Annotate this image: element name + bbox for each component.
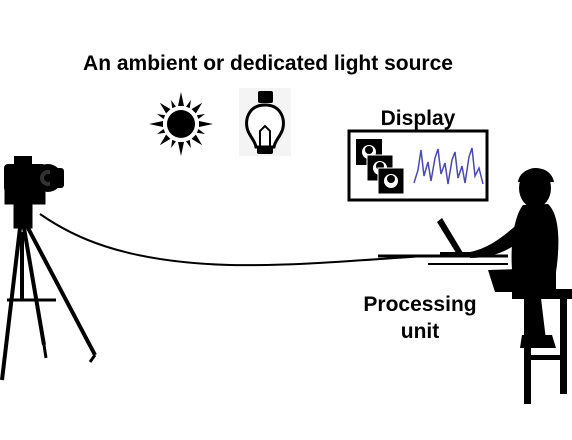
processing-unit-label-line1: Processing	[363, 293, 476, 316]
camera-icon	[4, 156, 64, 192]
display-monitor	[347, 129, 489, 202]
desk	[378, 254, 508, 265]
waveform-signal	[413, 147, 484, 185]
camera-cable	[39, 213, 426, 267]
laptop-icon	[437, 218, 484, 257]
processing-unit-label-line2: unit	[401, 320, 439, 343]
tripod-icon	[0, 189, 97, 381]
light-source-label: An ambient or dedicated light source	[83, 52, 453, 75]
sun-icon	[149, 92, 213, 156]
light-bulb-icon	[239, 88, 291, 156]
face-frames	[356, 139, 405, 195]
display-label: Display	[381, 107, 456, 130]
seated-person-icon	[470, 168, 572, 404]
